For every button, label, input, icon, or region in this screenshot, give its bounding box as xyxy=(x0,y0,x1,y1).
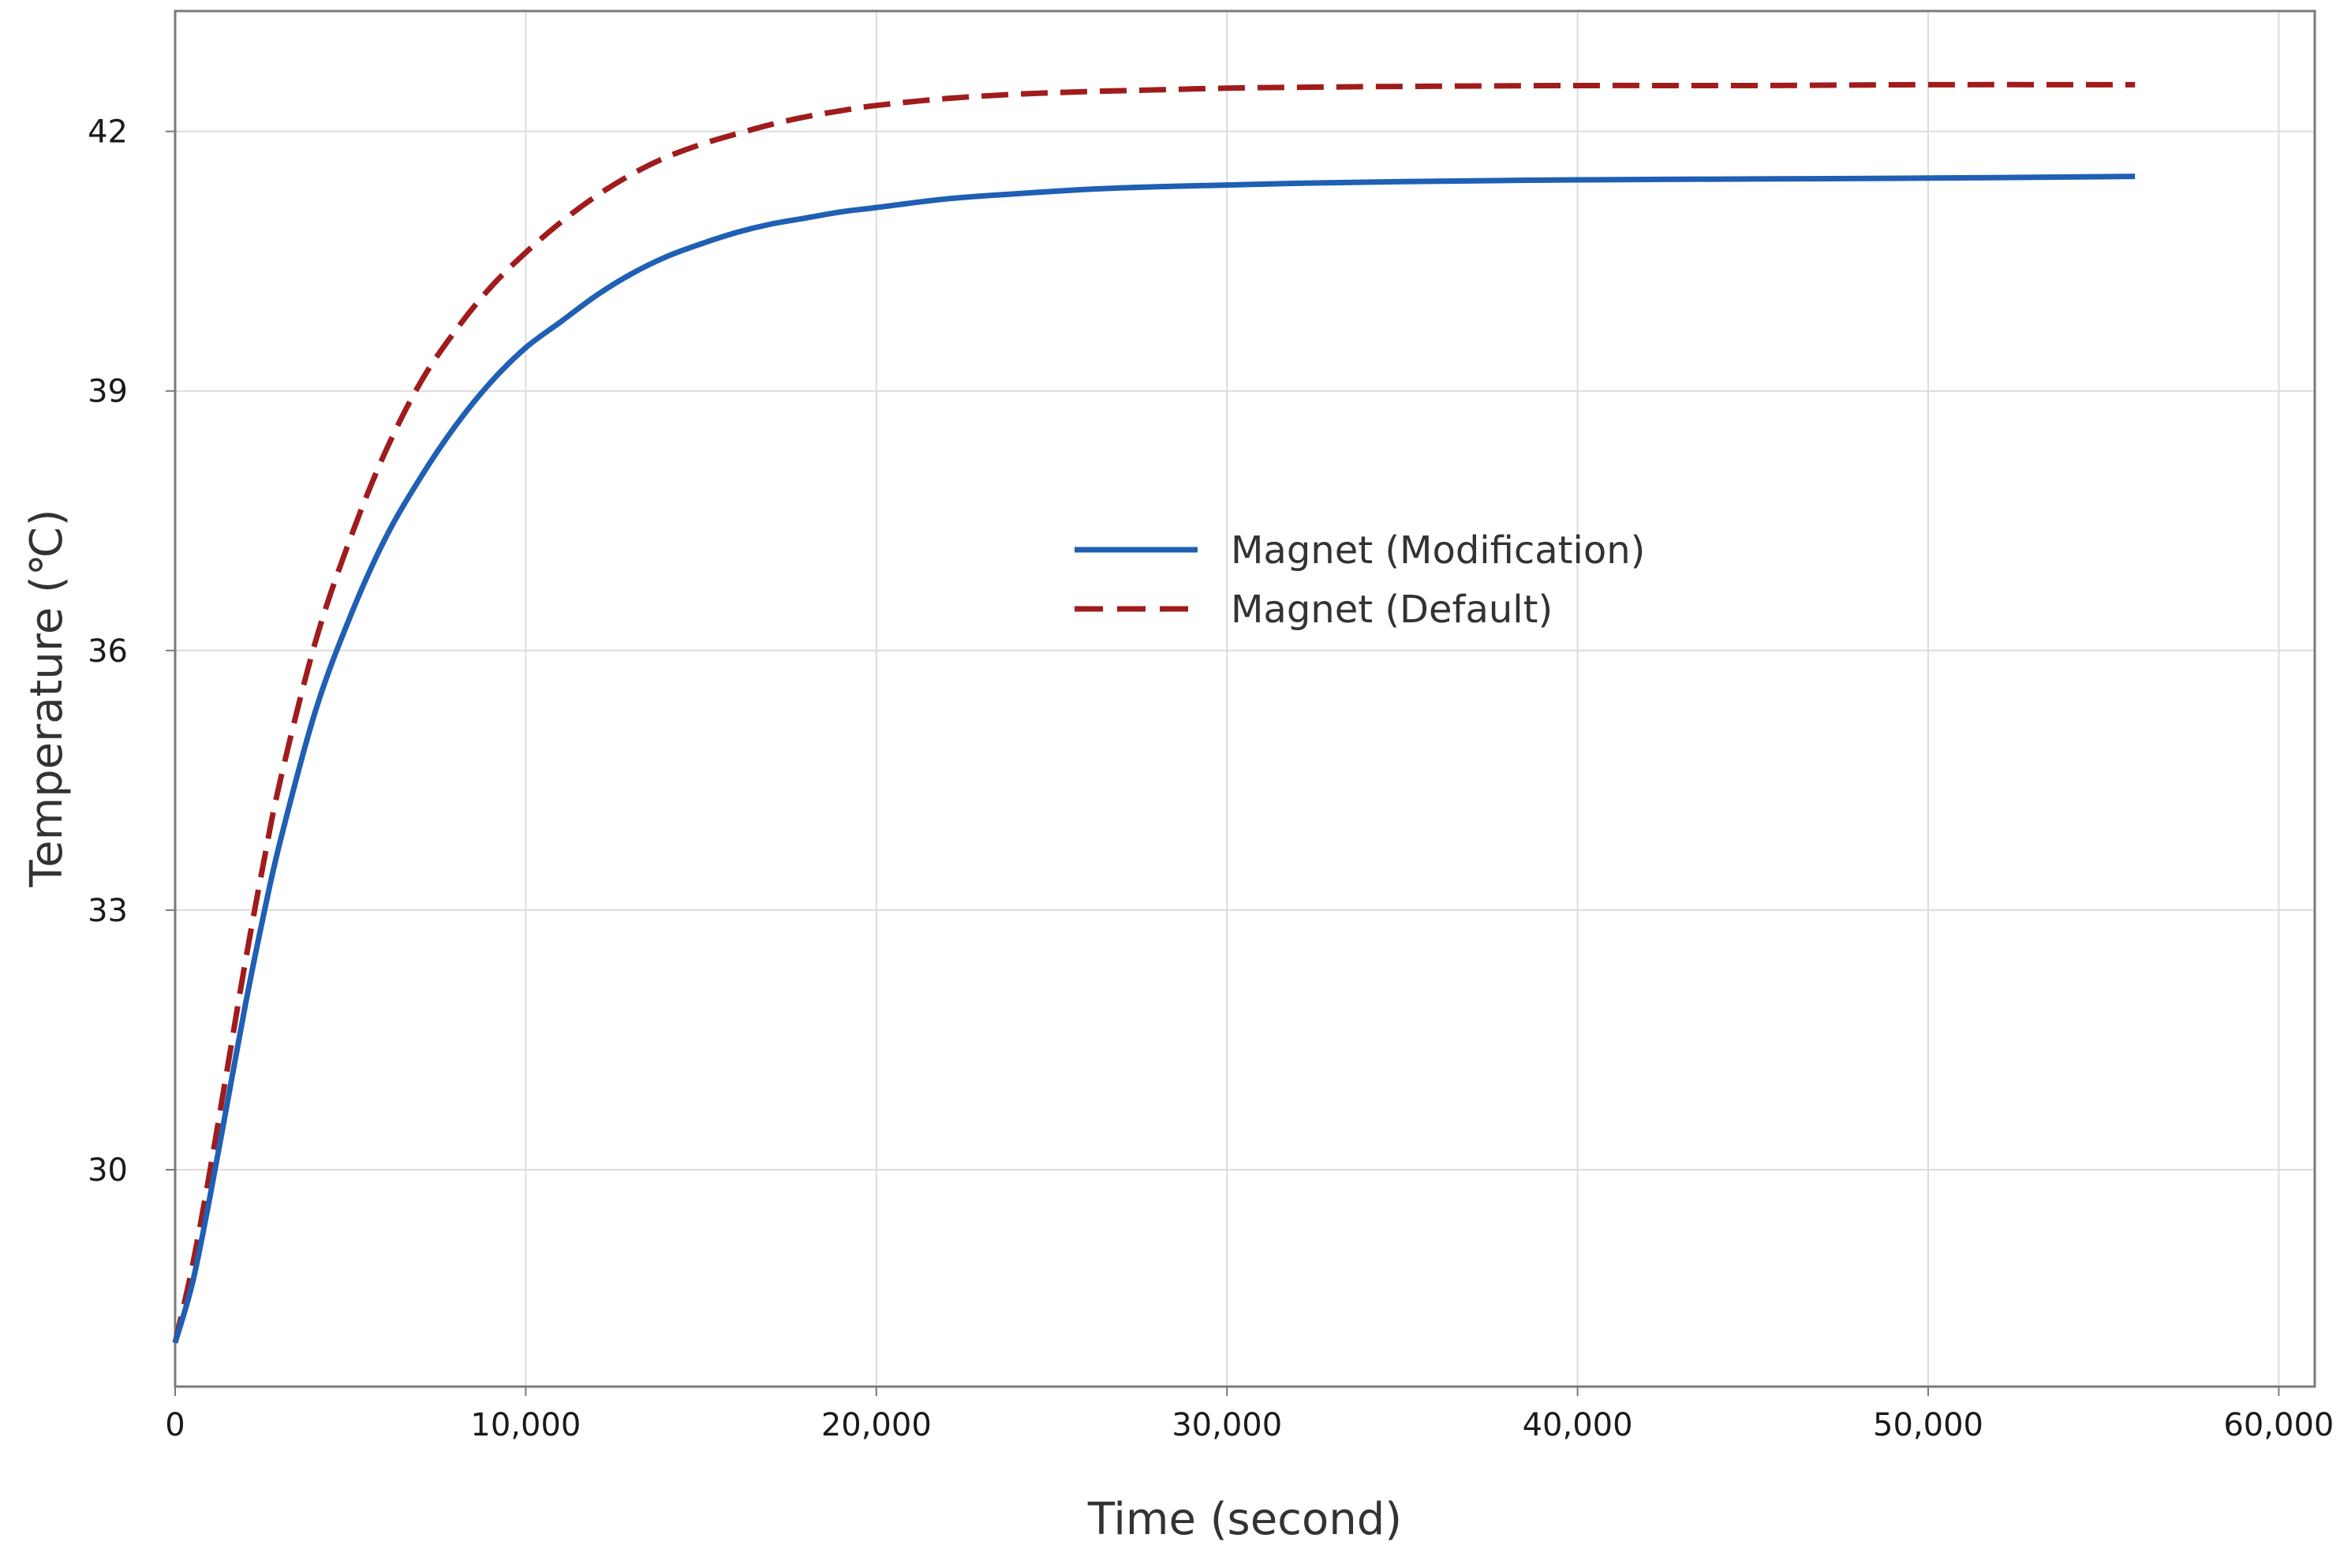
x-axis-title: Time (second) xyxy=(1087,1494,1402,1545)
x-tick-label: 30,000 xyxy=(1172,1407,1282,1443)
y-tick-label: 30 xyxy=(88,1152,128,1189)
y-tick-label: 39 xyxy=(88,374,128,410)
x-tick-label: 20,000 xyxy=(821,1407,932,1443)
series-layer xyxy=(172,81,2136,1344)
legend-label-modification: Magnet (Modification) xyxy=(1231,528,1645,573)
x-tick-label: 10,000 xyxy=(470,1407,581,1443)
y-axis-title: Temperature (℃) xyxy=(21,509,73,887)
x-tick-label: 50,000 xyxy=(1873,1407,1983,1443)
legend: Magnet (Modification) Magnet (Default) xyxy=(1075,528,1645,632)
series-line-default xyxy=(172,81,2136,1344)
plot-area-frame xyxy=(174,9,2316,1388)
series-line-modification xyxy=(172,174,2136,1344)
y-tick-label: 42 xyxy=(88,114,128,151)
x-tick-label: 60,000 xyxy=(2223,1407,2334,1443)
y-tick-label: 36 xyxy=(88,633,128,670)
tick-labels: 0 10,000 20,000 30,000 40,000 50,000 60,000 30 3… xyxy=(88,114,2334,1443)
x-tick-label: 0 xyxy=(165,1407,185,1443)
y-tick-label: 33 xyxy=(88,893,128,929)
x-tick-label: 40,000 xyxy=(1523,1407,1633,1443)
grid xyxy=(175,11,2315,1387)
legend-label-default: Magnet (Default) xyxy=(1231,588,1553,632)
